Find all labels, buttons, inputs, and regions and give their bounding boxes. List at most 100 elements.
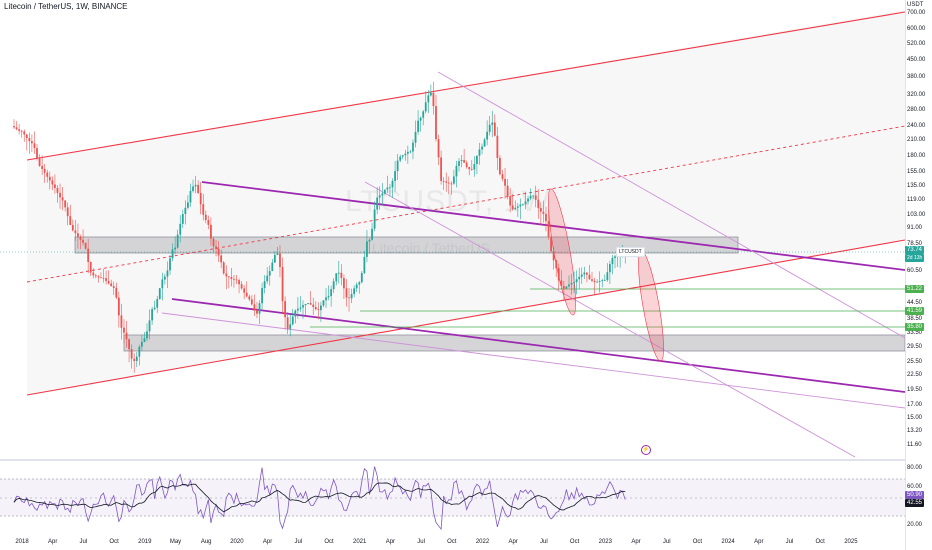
candle-body <box>585 272 588 275</box>
candle-body <box>514 207 517 210</box>
candle-body <box>169 258 171 271</box>
candle-body <box>156 299 159 308</box>
candle-body <box>483 139 486 147</box>
candle-body <box>391 180 394 188</box>
time-tick: Oct <box>692 539 703 545</box>
candle-body <box>263 281 266 289</box>
candle-body <box>309 303 312 305</box>
candle-body <box>13 126 15 128</box>
candle-body <box>511 205 514 210</box>
time-tick: Apr <box>385 539 396 545</box>
symbol-tag[interactable]: LTCUSDT <box>616 247 645 257</box>
candle-body <box>28 137 31 142</box>
time-tick: Oct <box>569 539 580 545</box>
candle-body <box>568 284 570 287</box>
price-chart[interactable] <box>0 0 905 459</box>
candle-body <box>440 157 443 181</box>
candle-body <box>337 272 340 274</box>
price-tick: 15.00 <box>907 414 923 421</box>
candle-body <box>138 346 141 357</box>
candle-body <box>71 224 74 231</box>
price-tick: 520.00 <box>907 41 926 48</box>
watermark-name: Litecoin / TetherUS <box>372 240 491 256</box>
candle-body <box>452 176 455 184</box>
time-tick: Jul <box>662 539 671 545</box>
time-tick: 2024 <box>721 539 735 545</box>
candle-body <box>235 279 238 281</box>
price-tick: 11.60 <box>907 442 922 448</box>
candle-body <box>575 279 578 283</box>
candle-body <box>69 216 72 225</box>
price-tick: 22.50 <box>907 372 923 379</box>
candle-body <box>41 165 44 169</box>
candle-body <box>562 286 565 289</box>
candle-body <box>215 246 217 249</box>
rsi-tick: 20.00 <box>907 522 923 528</box>
time-tick: Apr <box>631 539 641 545</box>
candle-body <box>580 274 583 277</box>
candle-body <box>179 223 182 235</box>
candle-body <box>171 249 174 259</box>
candle-body <box>396 160 399 172</box>
alert-icon[interactable]: ⚡ <box>641 445 651 455</box>
candle-body <box>233 278 235 280</box>
candle-body <box>394 171 396 181</box>
candle-body <box>248 296 251 300</box>
price-tick: 240.00 <box>907 122 926 129</box>
price-tick: 29.50 <box>907 343 923 350</box>
candle-body <box>314 307 317 310</box>
time-tick: Oct <box>447 539 457 545</box>
trendline-upper <box>201 181 905 271</box>
candle-body <box>148 320 151 332</box>
candle-body <box>123 327 125 333</box>
rsi-pane[interactable] <box>0 462 905 537</box>
candle-body <box>23 131 26 135</box>
candle-body <box>243 288 246 293</box>
price-tick: 13.20 <box>907 428 923 435</box>
candle-body <box>555 260 558 269</box>
candle-body <box>291 316 294 325</box>
candle-body <box>532 195 535 197</box>
candle-body <box>286 317 289 329</box>
rsi-signal-tag: 42.55 <box>905 499 925 507</box>
candle-body <box>192 186 194 192</box>
candle-body <box>455 165 458 177</box>
time-tick: Apr <box>48 539 58 545</box>
candle-body <box>424 102 427 112</box>
pane-separator[interactable] <box>0 459 905 461</box>
candle-body <box>115 287 118 298</box>
candle-body <box>409 151 412 153</box>
current-price-tag: 73.74 <box>905 246 925 254</box>
candle-body <box>256 310 258 314</box>
channel-fill <box>27 10 905 395</box>
candle-body <box>573 282 575 284</box>
candle-body <box>158 288 161 300</box>
time-tick: 2019 <box>138 539 152 545</box>
candle-body <box>240 284 243 289</box>
price-tick: 103.00 <box>907 211 926 218</box>
candle-body <box>61 197 64 201</box>
candle-body <box>509 196 512 206</box>
price-axis[interactable] <box>905 0 932 550</box>
time-tick: Jul <box>294 539 303 545</box>
candle-body <box>258 303 261 314</box>
candle-body <box>120 315 123 328</box>
time-tick: Jul <box>417 539 425 545</box>
channel-mid-line <box>26 125 905 283</box>
candle-body <box>470 169 473 171</box>
candle-body <box>296 308 299 311</box>
candle-body <box>51 180 54 185</box>
trendline-light-2 <box>364 181 856 458</box>
candle-body <box>422 111 425 118</box>
price-tick: 700.00 <box>907 10 926 16</box>
candle-body <box>184 207 187 214</box>
candle-body <box>437 139 440 158</box>
candle-body <box>560 280 563 287</box>
candles <box>13 81 627 373</box>
rsi-band <box>0 479 905 516</box>
time-tick: 2023 <box>598 539 612 545</box>
time-tick: Oct <box>324 539 334 545</box>
candle-body <box>419 117 422 121</box>
candle-body <box>348 297 350 299</box>
time-tick: Apr <box>262 539 273 545</box>
